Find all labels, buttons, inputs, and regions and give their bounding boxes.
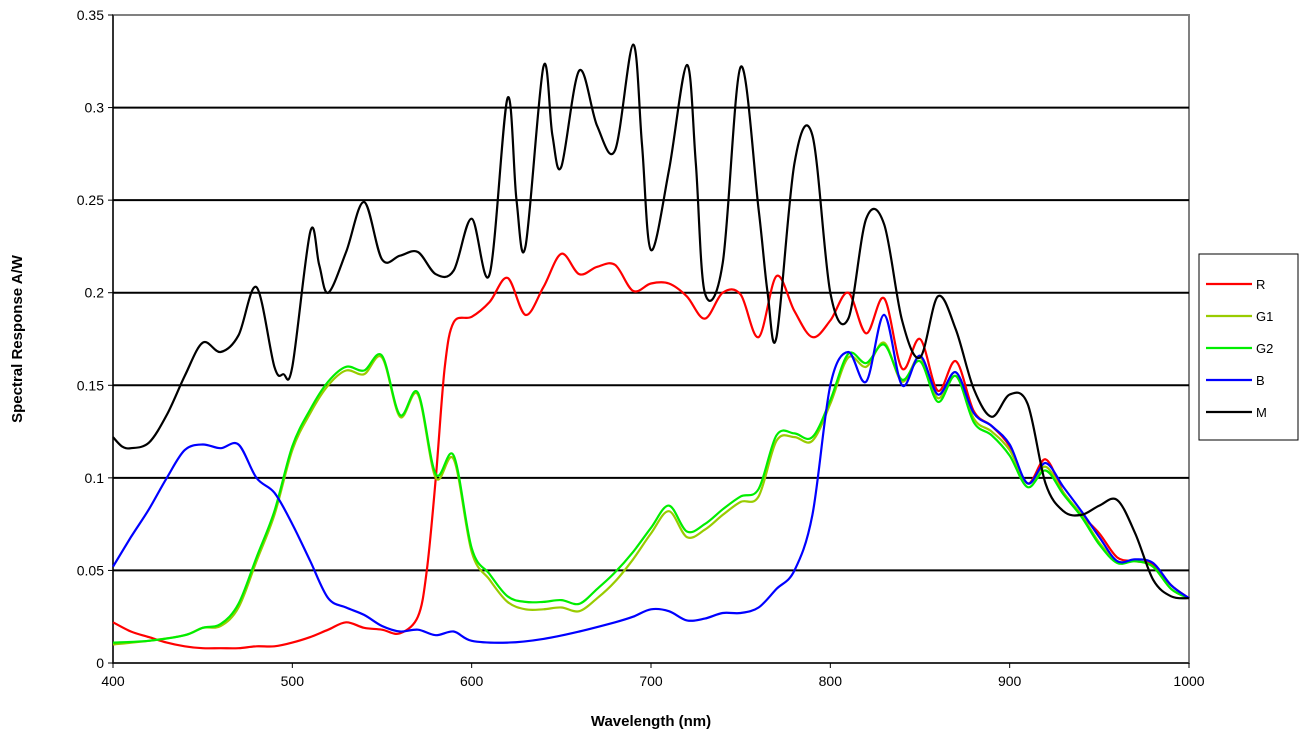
x-tick-label: 1000 bbox=[1173, 673, 1204, 689]
legend: R G1 G2 B M bbox=[1198, 253, 1299, 441]
x-axis-title: Wavelength (nm) bbox=[591, 713, 711, 730]
series-lines bbox=[112, 43, 1190, 650]
y-tick-label: 0.25 bbox=[77, 192, 104, 208]
y-tick-label: 0.1 bbox=[85, 470, 105, 486]
series-line-b bbox=[112, 313, 1190, 644]
legend-label-r: R bbox=[1256, 277, 1265, 292]
grid-lines bbox=[113, 106, 1189, 572]
x-tick-label: 500 bbox=[281, 673, 305, 689]
y-ticks: 0 0.05 0.1 0.15 0.2 0.25 0.3 0.35 bbox=[77, 7, 113, 671]
y-tick-label: 0.15 bbox=[77, 377, 104, 393]
legend-label-m: M bbox=[1256, 405, 1267, 420]
legend-label-g1: G1 bbox=[1256, 309, 1273, 324]
series-line-g2 bbox=[112, 343, 1190, 644]
x-tick-label: 800 bbox=[819, 673, 843, 689]
y-tick-label: 0.3 bbox=[85, 100, 105, 116]
x-ticks: 400 500 600 700 800 900 1000 bbox=[101, 663, 1205, 689]
legend-label-b: B bbox=[1256, 373, 1265, 388]
x-tick-label: 600 bbox=[460, 673, 484, 689]
y-tick-label: 0 bbox=[96, 655, 104, 671]
series-line-g1 bbox=[112, 341, 1190, 646]
y-tick-label: 0.2 bbox=[85, 285, 105, 301]
y-tick-label: 0.05 bbox=[77, 562, 104, 578]
y-axis-title: Spectral Response A/W bbox=[9, 254, 26, 423]
series-line-m bbox=[112, 43, 1190, 600]
plot-area bbox=[112, 14, 1190, 664]
legend-label-g2: G2 bbox=[1256, 341, 1273, 356]
x-tick-label: 900 bbox=[998, 673, 1022, 689]
y-tick-label: 0.35 bbox=[77, 7, 104, 23]
x-tick-label: 700 bbox=[639, 673, 663, 689]
x-tick-label: 400 bbox=[101, 673, 125, 689]
